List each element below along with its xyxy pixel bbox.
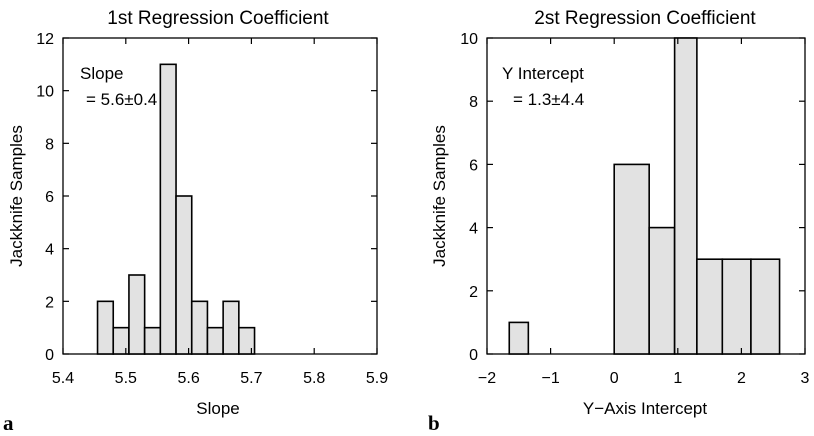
panel-label: b [428,411,440,435]
x-axis-ticks: −2 −1 0 1 2 3 [478,38,810,387]
x-tick-label: 5.4 [52,370,74,387]
y-tick-label: 12 [36,31,54,48]
x-tick-label: 5.7 [240,370,262,387]
y-tick-label: 4 [45,242,54,259]
histogram-bar [673,37,698,355]
histogram-bar [696,258,724,355]
x-axis-ticks: 5.4 5.5 5.6 5.7 5.8 5.9 [52,38,388,387]
annotation-line-1: Slope [80,64,123,83]
x-tick-label: 5.9 [366,370,388,387]
y-axis-label: Jackknife Samples [430,125,449,267]
histogram-bar [96,300,115,355]
y-tick-label: 6 [45,189,54,206]
histogram-bar [721,258,752,355]
y-tick-label: 8 [469,94,478,111]
histogram-bar [112,326,130,355]
histogram-bar [613,163,650,355]
y-axis-ticks: 0 2 4 6 8 10 12 [36,31,377,364]
histogram-bar [222,300,240,355]
bar-group [508,37,781,355]
x-tick-label: 5.8 [303,370,325,387]
y-axis-ticks: 0 2 4 6 8 10 [460,31,805,364]
bar-group [96,63,256,355]
x-tick-label: 5.6 [177,370,199,387]
y-tick-label: 0 [469,347,478,364]
x-tick-label: 1 [673,370,682,387]
y-axis-label: Jackknife Samples [7,125,26,267]
histogram-bar [190,300,209,355]
x-tick-label: 5.5 [115,370,137,387]
histogram-bar [128,274,146,355]
panel-a: 1st Regression Coefficient 5.4 5.5 5.6 5.7 5… [3,8,388,435]
histogram-bar [648,226,676,355]
annotation-line-2: = 5.6±0.4 [86,90,157,109]
x-axis-label: Y−Axis Intercept [583,399,708,418]
y-tick-label: 8 [45,136,54,153]
annotation-line-2: = 1.3±4.4 [513,90,584,109]
histogram-bar [175,195,193,355]
histogram-bar [159,63,177,355]
y-tick-label: 10 [36,84,54,101]
x-tick-label: 3 [801,370,810,387]
y-tick-label: 6 [469,157,478,174]
x-tick-label: 0 [610,370,619,387]
y-tick-label: 2 [469,284,478,301]
y-tick-label: 10 [460,31,478,48]
y-tick-label: 4 [469,221,478,238]
annotation-line-1: Y Intercept [502,64,584,83]
panel-label: a [3,411,14,435]
histogram-bar [508,321,530,355]
histogram-bar [238,326,256,355]
y-tick-label: 0 [45,347,54,364]
y-tick-label: 2 [45,294,54,311]
panel-b: 2st Regression Coefficient −2 −1 0 1 2 3 0 2 4 6… [428,8,810,435]
chart-title: 1st Regression Coefficient [107,8,329,29]
histogram-bar [750,258,781,355]
x-axis-label: Slope [196,399,239,418]
histogram-bar [143,326,162,355]
x-tick-label: 2 [737,370,746,387]
chart-title: 2st Regression Coefficient [534,8,756,29]
x-tick-label: −2 [478,370,496,387]
histogram-bar [206,326,224,355]
x-tick-label: −1 [541,370,559,387]
